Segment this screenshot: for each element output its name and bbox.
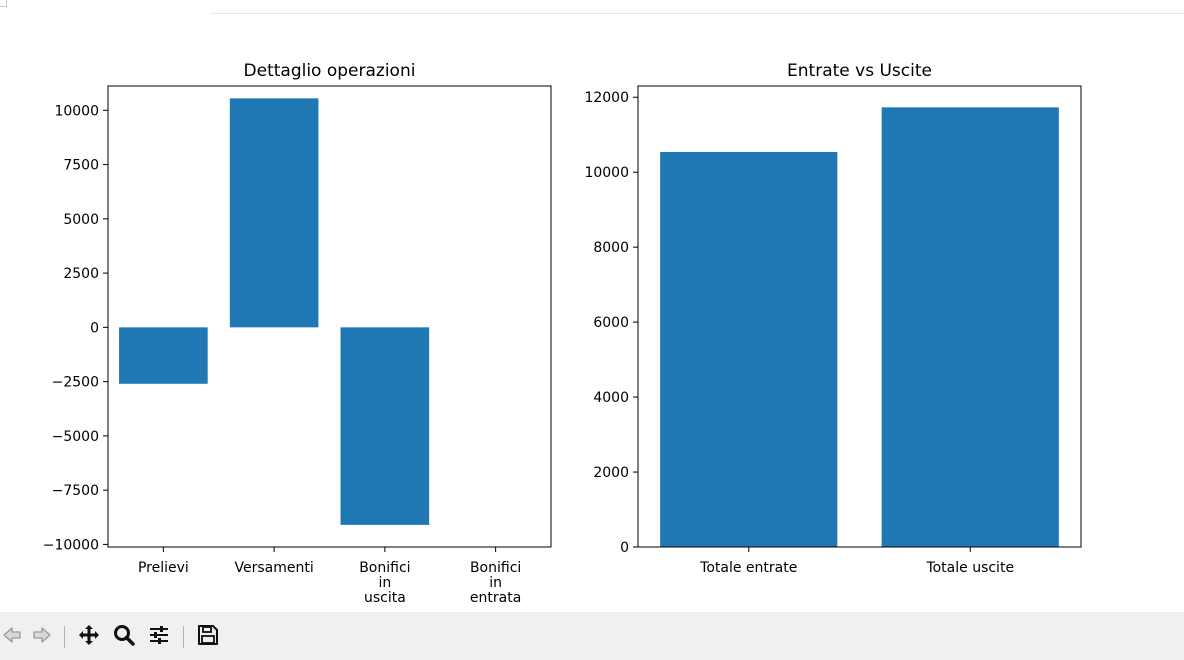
y-tick-label: −10000 <box>43 537 99 553</box>
x-tick-label: in <box>378 575 391 591</box>
bar <box>229 98 319 328</box>
y-tick-label: −2500 <box>52 375 99 391</box>
axes-frame <box>637 85 1082 548</box>
y-tick-label: 8000 <box>593 240 629 256</box>
y-tick-label: −7500 <box>52 483 99 499</box>
configure-subplots-icon[interactable] <box>146 622 172 648</box>
bar <box>119 327 208 384</box>
x-tick-label: Versamenti <box>235 560 314 576</box>
y-tick-label: −5000 <box>52 429 99 445</box>
y-tick-label: 7500 <box>63 158 99 174</box>
chart-title: Dettaglio operazioni <box>244 61 416 81</box>
x-tick-label: entrata <box>470 590 521 606</box>
figure-canvas: −10000 −7500 −5000 −2500 0 2500 5000 7500 10000 P… <box>0 0 1184 606</box>
y-tick-label: 4000 <box>593 390 629 406</box>
forward-icon[interactable] <box>28 622 54 648</box>
zoom-icon[interactable] <box>111 622 137 648</box>
bar <box>881 107 1059 548</box>
y-tick-label: 0 <box>90 320 99 336</box>
y-tick-label: 6000 <box>593 315 629 331</box>
y-tick-label: 0 <box>620 540 629 556</box>
x-tick-label: Bonifici <box>359 560 410 576</box>
save-icon[interactable] <box>195 622 221 648</box>
y-tick-label: 10000 <box>584 165 629 181</box>
y-tick-label: 10000 <box>54 103 99 119</box>
x-tick-label: Bonifici <box>470 560 521 576</box>
x-tick-label: uscita <box>364 590 406 606</box>
y-tick-label: 5000 <box>63 212 99 228</box>
navigation-toolbar <box>0 612 1184 660</box>
chart-title: Entrate vs Uscite <box>787 61 932 81</box>
x-tick-label: in <box>489 575 502 591</box>
y-tick-label: 12000 <box>584 90 629 106</box>
toolbar-separator <box>183 626 184 648</box>
pan-icon[interactable] <box>76 622 102 648</box>
x-tick-label: Totale entrate <box>699 560 797 576</box>
top-divider <box>210 13 1184 14</box>
y-tick-label: 2500 <box>63 266 99 282</box>
chart-figure: −10000 −7500 −5000 −2500 0 2500 5000 7500 10000 P… <box>43 61 1082 606</box>
x-tick-label: Prelievi <box>138 560 189 576</box>
x-tick-label: Totale uscite <box>925 560 1014 576</box>
back-icon[interactable] <box>0 622 26 648</box>
bar <box>660 151 838 547</box>
window-corner <box>0 0 7 7</box>
y-tick-label: 2000 <box>593 465 629 481</box>
bar <box>340 327 430 525</box>
toolbar-separator <box>64 626 65 648</box>
axes-frame <box>107 85 552 548</box>
